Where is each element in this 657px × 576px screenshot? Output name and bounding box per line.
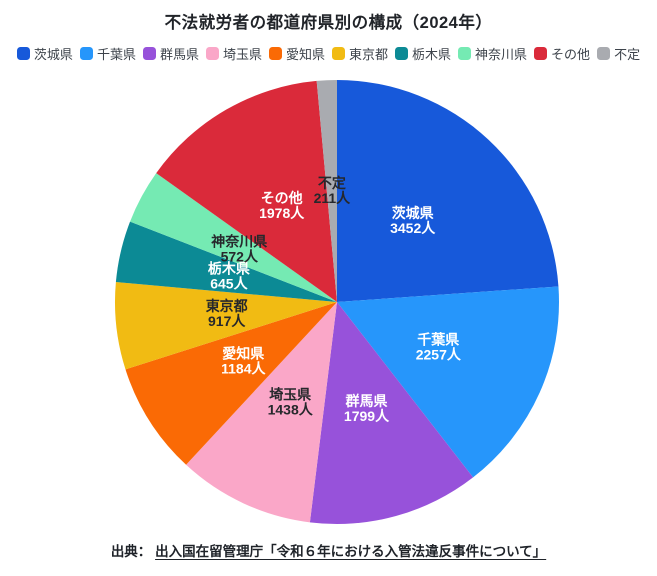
legend-label: 群馬県: [159, 47, 199, 62]
pie-slice-不定[interactable]: [316, 80, 337, 302]
pie-slice-神奈川県[interactable]: [130, 173, 337, 302]
legend-item-群馬県[interactable]: 群馬県: [142, 44, 199, 63]
legend-item-不定[interactable]: 不定: [597, 44, 640, 63]
pie-chart-wrap: 茨城県 3452人 千葉県 2257人 群馬県 1799人 埼玉県 1438人 愛知県 1184人…: [0, 72, 657, 537]
pie-slice-群馬県[interactable]: [309, 302, 474, 525]
legend-item-その他[interactable]: その他: [534, 44, 590, 63]
legend-item-千葉県[interactable]: 千葉県: [79, 44, 136, 63]
legend-swatch: [142, 47, 156, 60]
pie-slice-茨城県[interactable]: [337, 80, 559, 302]
legend-label: 栃木県: [412, 47, 452, 62]
legend-label: 不定: [614, 47, 641, 62]
legend: 茨城県 千葉県 群馬県 埼玉県 愛知県 東京都 栃木県 神奈川県 その他 不定: [0, 44, 657, 63]
legend-label: 千葉県: [96, 47, 136, 62]
legend-label: 茨城県: [33, 47, 73, 62]
legend-label: 愛知県: [285, 47, 325, 62]
legend-swatch: [395, 47, 409, 60]
legend-swatch: [268, 47, 282, 60]
source-link[interactable]: 出入国在留管理庁「令和６年における入管法違反事件について」: [155, 544, 547, 559]
legend-item-神奈川県[interactable]: 神奈川県: [458, 44, 527, 63]
legend-item-栃木県[interactable]: 栃木県: [395, 44, 451, 63]
legend-item-東京都[interactable]: 東京都: [332, 44, 388, 63]
chart-title: 不法就労者の都道府県別の構成（2024年）: [164, 14, 493, 32]
legend-swatch: [332, 47, 345, 60]
legend-label: その他: [551, 47, 591, 62]
legend-swatch: [458, 47, 472, 60]
legend-item-愛知県[interactable]: 愛知県: [268, 44, 325, 63]
legend-label: 神奈川県: [475, 47, 528, 62]
pie-slice-愛知県[interactable]: [125, 302, 337, 465]
legend-swatch: [205, 47, 219, 60]
source-line: 出典： 出入国在留管理庁「令和６年における入管法違反事件について」: [0, 540, 657, 560]
pie-slice-栃木県[interactable]: [115, 221, 338, 302]
legend-swatch: [534, 47, 548, 60]
legend-item-茨城県[interactable]: 茨城県: [16, 44, 73, 63]
pie-slice-東京都[interactable]: [114, 282, 337, 370]
legend-swatch: [79, 47, 93, 60]
legend-label: 東京都: [349, 47, 389, 62]
pie-slice-埼玉県[interactable]: [186, 302, 337, 523]
legend-label: 埼玉県: [222, 47, 262, 62]
legend-swatch: [16, 47, 30, 60]
source-prefix: 出典：: [110, 544, 152, 559]
legend-item-埼玉県[interactable]: 埼玉県: [205, 44, 262, 63]
pie-slice-その他[interactable]: [156, 80, 337, 303]
pie-slice-千葉県[interactable]: [337, 286, 559, 478]
legend-swatch: [597, 47, 611, 60]
